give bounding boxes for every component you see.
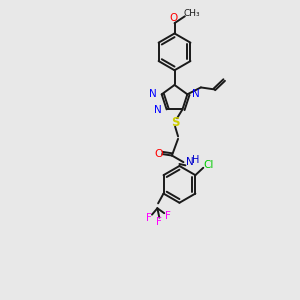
Text: N: N bbox=[186, 157, 194, 167]
Text: N: N bbox=[149, 89, 157, 99]
Text: H: H bbox=[192, 155, 200, 165]
Text: F: F bbox=[165, 211, 171, 221]
Text: CH₃: CH₃ bbox=[184, 9, 200, 18]
Text: F: F bbox=[146, 213, 152, 223]
Text: O: O bbox=[154, 148, 163, 159]
Text: O: O bbox=[169, 13, 177, 23]
Text: F: F bbox=[156, 217, 162, 227]
Text: N: N bbox=[154, 105, 162, 115]
Text: S: S bbox=[171, 116, 179, 129]
Text: N: N bbox=[192, 89, 200, 99]
Text: Cl: Cl bbox=[204, 160, 214, 170]
